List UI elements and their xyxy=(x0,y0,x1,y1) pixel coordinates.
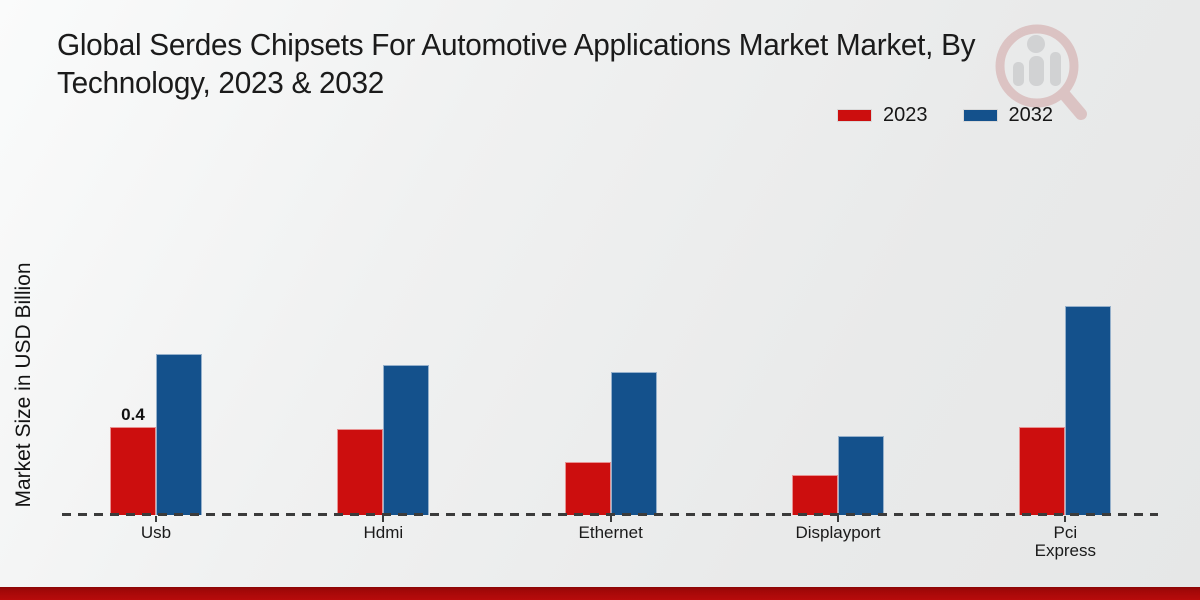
category-label: Displayport xyxy=(795,523,881,542)
legend: 2023 2032 xyxy=(837,104,1053,127)
bar-2032-pci-express xyxy=(1065,306,1112,515)
legend-item-2023: 2023 xyxy=(837,104,928,127)
bar-value-label: 0.4 xyxy=(121,405,145,424)
x-axis-dashed-line xyxy=(62,513,1158,516)
legend-swatch-icon xyxy=(837,109,872,122)
bar-2032-hdmi xyxy=(383,365,430,515)
bar-2023-hdmi xyxy=(337,429,384,515)
bar-2032-displayport xyxy=(837,436,884,515)
category-label: Hdmi xyxy=(363,523,404,542)
bar-2023-pci-express xyxy=(1019,427,1066,515)
legend-label: 2023 xyxy=(883,104,928,126)
x-axis-tick xyxy=(382,516,385,522)
y-axis-label: Market Size in USD Billion xyxy=(12,262,35,508)
x-axis-tick xyxy=(155,516,157,522)
legend-item-2032: 2032 xyxy=(962,104,1054,127)
category-label: Ethernet xyxy=(578,523,643,542)
magnifier-bar-chart-logo-watermark xyxy=(995,24,1087,120)
bar-2032-usb xyxy=(156,354,202,515)
category-label: Pci Express xyxy=(1034,523,1097,560)
legend-swatch-icon xyxy=(962,109,998,122)
x-axis-tick xyxy=(609,516,612,522)
x-axis-tick xyxy=(836,516,839,522)
category-label: Usb xyxy=(140,523,172,542)
plot-area xyxy=(62,0,1158,515)
x-axis-tick xyxy=(1064,516,1067,522)
bar-2023-displayport xyxy=(791,475,838,515)
bar-2032-ethernet xyxy=(610,372,657,515)
chart-title: Global Serdes Chipsets For Automotive Ap… xyxy=(57,27,976,100)
bar-2023-ethernet xyxy=(564,462,611,515)
bar-2023-usb xyxy=(110,427,156,515)
footer-red-strip xyxy=(0,587,1200,600)
legend-label: 2032 xyxy=(1008,104,1054,126)
